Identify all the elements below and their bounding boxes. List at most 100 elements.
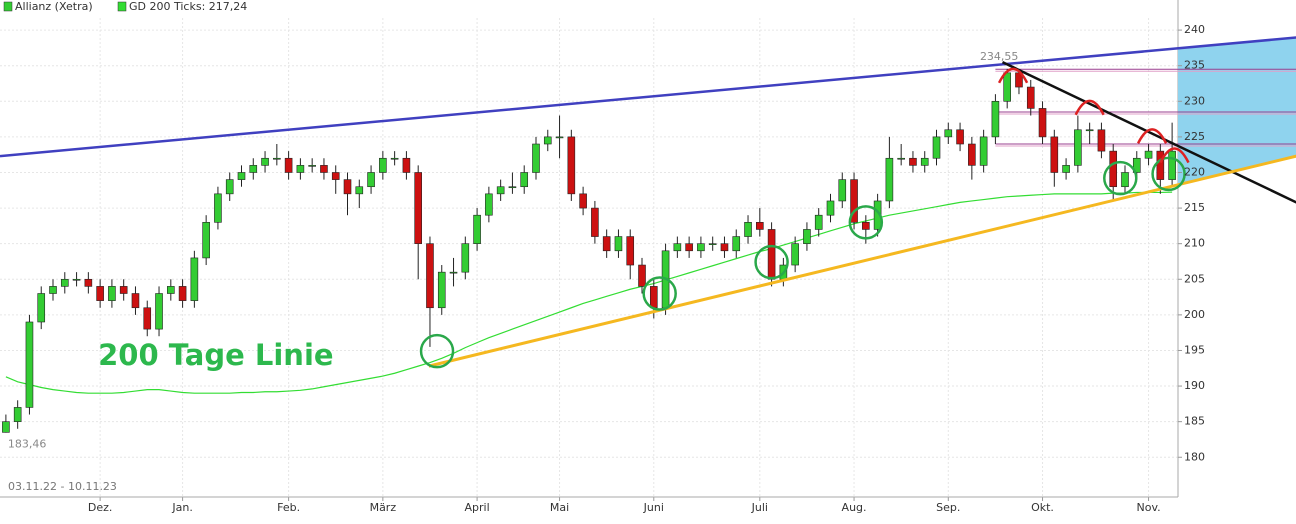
candle-body xyxy=(732,236,741,252)
x-tick-label: Mai xyxy=(550,501,569,514)
highlight-circle xyxy=(419,333,455,369)
candle-body xyxy=(991,100,1000,138)
candle-body xyxy=(1121,172,1129,188)
candle-body xyxy=(131,293,140,309)
candle-body xyxy=(155,293,163,330)
legend-label: GD 200 Ticks: 217,24 xyxy=(129,0,247,13)
candle-body xyxy=(108,286,116,301)
candle-body xyxy=(555,136,564,139)
y-tick-label: 225 xyxy=(1184,130,1205,143)
candle-body xyxy=(355,186,364,195)
candle-body xyxy=(119,286,128,294)
candle-body xyxy=(273,157,281,160)
candle-body xyxy=(968,143,976,166)
candle-body xyxy=(591,207,599,237)
candle-body xyxy=(614,236,623,252)
x-tick-label: Juli xyxy=(751,501,768,514)
candle-body xyxy=(932,136,941,159)
candle-body xyxy=(225,179,234,195)
candle-body xyxy=(697,243,705,252)
ma-line xyxy=(5,191,1173,394)
y-tick-label: 210 xyxy=(1184,237,1205,250)
candle-body xyxy=(284,157,293,173)
candle-body xyxy=(814,214,823,230)
candle-body xyxy=(496,186,505,195)
y-tick-label: 195 xyxy=(1184,343,1205,356)
candle-body xyxy=(803,229,811,244)
candle-body xyxy=(1132,157,1141,173)
candle-body xyxy=(744,222,752,237)
y-tick-label: 235 xyxy=(1184,59,1205,72)
x-tick-label: Sep. xyxy=(936,501,960,514)
candle-body xyxy=(296,165,305,173)
candle-body xyxy=(850,179,858,223)
candle-body xyxy=(84,278,93,287)
resistance-arc xyxy=(1159,147,1190,164)
candle-body xyxy=(638,264,646,287)
candle-body xyxy=(532,143,540,173)
candle-body xyxy=(308,165,316,167)
candle-body xyxy=(1038,108,1047,138)
candle-body xyxy=(461,243,470,273)
candle-body xyxy=(214,193,222,223)
trendline xyxy=(428,154,1296,368)
candle-body xyxy=(202,222,210,259)
candle-body xyxy=(1003,72,1011,102)
y-tick-label: 185 xyxy=(1184,415,1205,428)
date-range: 03.11.22 - 10.11.23 xyxy=(8,480,117,493)
candle-body xyxy=(167,286,175,294)
candle-body xyxy=(449,271,458,274)
trendline xyxy=(1001,61,1296,204)
trendline xyxy=(0,36,1296,158)
candle-body xyxy=(426,243,434,309)
candle-body xyxy=(673,243,682,252)
candle-body xyxy=(920,157,929,166)
candle-body xyxy=(2,421,10,433)
resistance-arc xyxy=(1074,99,1105,116)
candle-body xyxy=(60,278,69,287)
candle-body xyxy=(826,200,835,216)
candle-body xyxy=(1109,150,1118,188)
candle-body xyxy=(367,172,375,188)
y-tick-label: 190 xyxy=(1184,379,1205,392)
candle-body xyxy=(720,243,729,252)
candle-body xyxy=(602,236,611,252)
highlight-circle xyxy=(754,244,789,280)
candle-body xyxy=(473,214,481,244)
candle-body xyxy=(626,236,635,266)
candle-body xyxy=(261,157,269,166)
candle-body xyxy=(791,243,799,266)
highlight-circle xyxy=(1151,156,1186,192)
candle-body xyxy=(1097,129,1106,152)
candle-body xyxy=(320,165,328,173)
annotation: 183,46 xyxy=(8,438,47,451)
x-tick-label: Dez. xyxy=(88,501,113,514)
y-tick-label: 215 xyxy=(1184,201,1205,214)
candle-body xyxy=(767,229,776,280)
candle-body xyxy=(897,157,905,160)
candle-body xyxy=(1026,86,1035,109)
candle-body xyxy=(756,222,764,230)
legend-swatch xyxy=(3,1,13,12)
candle-body xyxy=(237,172,246,180)
x-tick-label: April xyxy=(465,501,490,514)
candle-body xyxy=(249,165,258,173)
candle-body xyxy=(49,286,57,294)
candle-body xyxy=(944,129,953,138)
candle-body xyxy=(838,179,847,202)
y-tick-label: 220 xyxy=(1184,165,1205,178)
candle-body xyxy=(25,321,34,408)
annotation: 200 Tage Linie xyxy=(98,338,333,372)
candle-body xyxy=(1085,129,1094,132)
y-tick-label: 180 xyxy=(1184,450,1205,463)
highlight-circle xyxy=(1103,160,1138,196)
legend-swatch xyxy=(117,1,127,12)
candle-body xyxy=(1168,150,1176,180)
candle-body xyxy=(402,157,411,173)
x-tick-label: Juni xyxy=(643,501,664,514)
candle-body xyxy=(37,293,46,323)
candle-body xyxy=(579,193,587,209)
y-tick-label: 230 xyxy=(1184,94,1205,107)
